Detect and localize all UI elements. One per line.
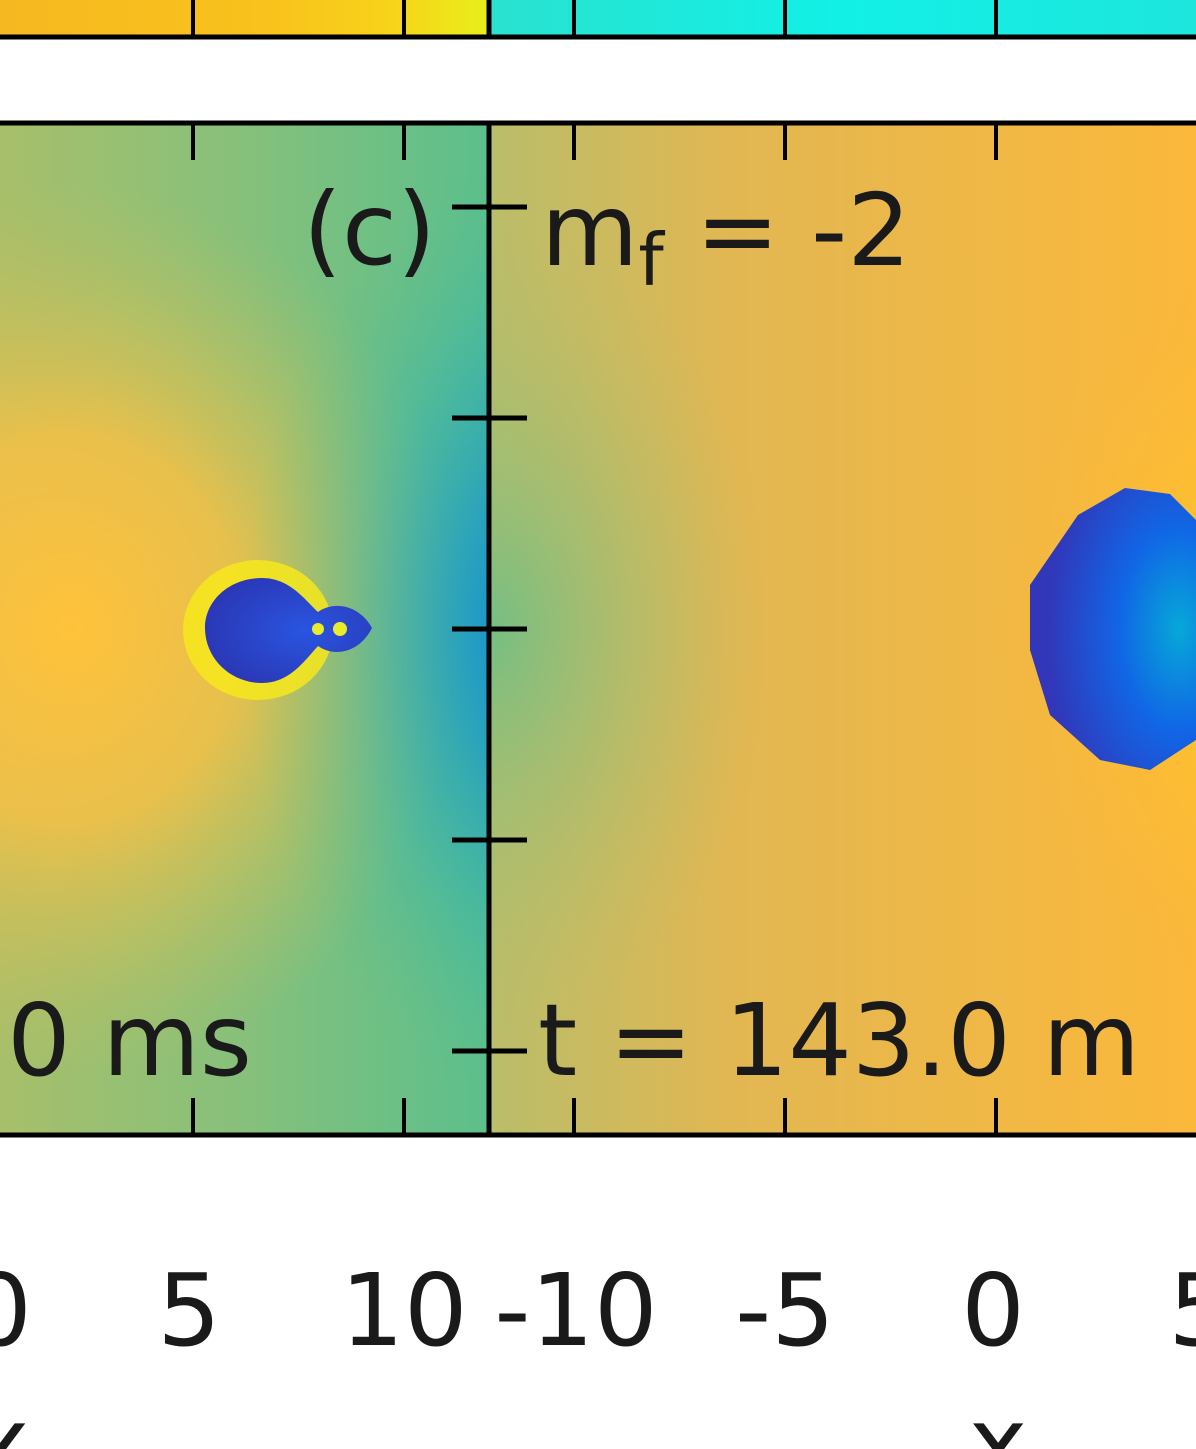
top-strip-left bbox=[0, 0, 489, 37]
mf-subscript: f bbox=[638, 218, 665, 302]
vortex-core-right bbox=[1030, 488, 1196, 770]
time-annotation-left: 0 ms bbox=[7, 982, 252, 1099]
top-strip bbox=[0, 0, 1196, 40]
x-tick-label: 5 bbox=[157, 1252, 221, 1369]
x-axis-label-left-fragment: x bbox=[0, 1385, 30, 1449]
panel-label: (c) bbox=[303, 171, 436, 288]
x-tick-label: 0 bbox=[0, 1252, 32, 1369]
x-tick-label: 5 bbox=[1168, 1252, 1196, 1369]
top-strip-right bbox=[489, 0, 1196, 37]
y-ticks bbox=[452, 204, 527, 1054]
x-tick-label: 0 bbox=[961, 1252, 1025, 1369]
vortex-core-left bbox=[205, 578, 372, 683]
mf-annotation: mf = -2 bbox=[541, 172, 911, 302]
x-ticks bbox=[191, 123, 998, 1135]
x-axis-label: x bbox=[968, 1385, 1027, 1449]
x-tick-label: 10 bbox=[340, 1252, 467, 1369]
x-tick-labels: 0 5 10 -10 -5 0 5 bbox=[0, 1252, 1196, 1369]
x-tick-label: -10 bbox=[494, 1252, 657, 1369]
panel-right-heatmap bbox=[489, 123, 1196, 1135]
panel-left-heatmap bbox=[0, 123, 489, 1135]
x-tick-label: -5 bbox=[735, 1252, 835, 1369]
panels-frame bbox=[0, 120, 1196, 1138]
time-annotation-right: t = 143.0 m bbox=[538, 982, 1140, 1099]
